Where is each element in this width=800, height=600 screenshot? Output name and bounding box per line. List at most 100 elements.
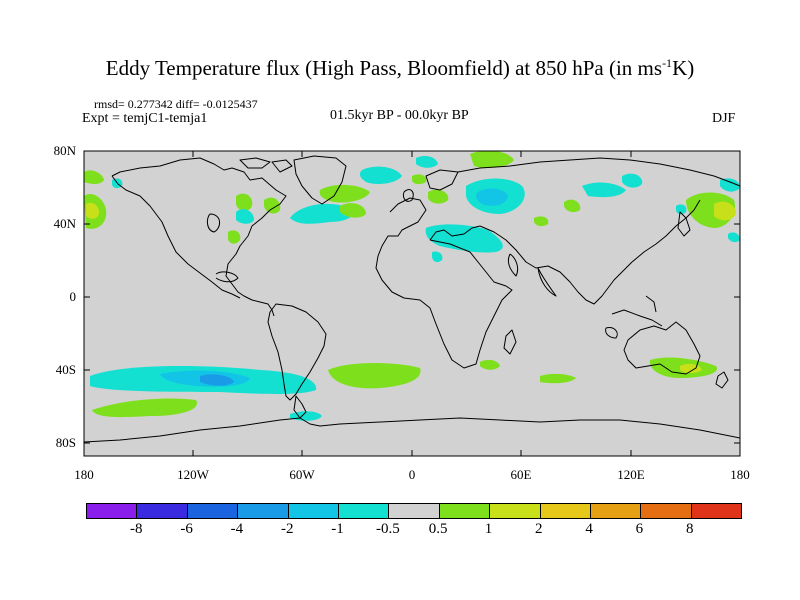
contour-russia-neg-core (475, 188, 508, 206)
contour-hudson-pos (236, 193, 253, 212)
contour-japan-neg (676, 204, 687, 215)
colorbar-box (137, 504, 188, 518)
colorbar-label: 2 (535, 521, 543, 537)
contour-iceland-pos (412, 174, 427, 185)
colorbar-box (87, 504, 138, 518)
coast-greenland (293, 155, 347, 205)
lat-tick-40n: 40N (53, 216, 76, 231)
coast-australia (623, 321, 701, 375)
coast-scandinavia (425, 169, 459, 191)
colorbar-box (490, 504, 541, 518)
lon-tick-180e: 180 (730, 467, 750, 482)
contour-barents-pos (470, 150, 514, 168)
contour-npac-pos-core (86, 202, 100, 219)
coast-north-america-west (111, 175, 241, 299)
colorbar (86, 503, 742, 519)
colorbar-label: 1 (484, 521, 493, 537)
coastlines (83, 155, 741, 443)
coast-philippines (645, 295, 657, 313)
contour-spac-neg-core2 (200, 374, 234, 386)
contour-alaska-pos (84, 170, 104, 184)
colorbar-box (641, 504, 692, 518)
colorbar-label: -8 (130, 521, 143, 537)
colorbar-box (439, 504, 491, 518)
lat-tick-80s: 80S (55, 435, 76, 450)
coast-new-zealand (715, 371, 729, 389)
lon-tick-0: 0 (408, 467, 416, 482)
coast-british-isles (403, 189, 414, 202)
coast-red-sea (507, 253, 519, 277)
contour-arctic-neg (416, 156, 438, 168)
colorbar-label: 6 (635, 521, 644, 537)
title-end: K) (672, 56, 695, 80)
colorbar-label: -4 (230, 521, 244, 537)
colorbar-box (238, 504, 289, 518)
colorbar-box (187, 504, 239, 518)
contour-siberia-neg (582, 182, 626, 198)
colorbar-label: -2 (280, 521, 294, 537)
coast-asia-south (479, 199, 701, 305)
coast-north-america-east (111, 157, 287, 317)
colorbar-box (540, 504, 591, 518)
coast-arctic-island-1 (239, 157, 271, 169)
lat-tick-0: 0 (69, 289, 77, 304)
contour-natl-pos (319, 184, 370, 203)
contour-ross-pos (92, 398, 197, 418)
experiment-label: Expt = temjC1-temja1 (82, 111, 208, 126)
coast-madagascar (503, 329, 517, 355)
axis-ticks (84, 150, 740, 456)
contour-scand-pos (428, 189, 449, 204)
contour-usa-pos (228, 230, 241, 244)
contour-natl-pos2 (340, 203, 366, 218)
colorbar-box (590, 504, 642, 518)
stats-label: rmsd= 0.277342 diff= -0.0125437 (94, 97, 258, 111)
lon-tick-60e: 60E (510, 467, 532, 482)
contour-npac-east-neg (720, 178, 740, 192)
lon-tick-60w: 60W (289, 467, 315, 482)
anomaly-contours (84, 150, 740, 421)
contour-siberia-neg2 (622, 173, 643, 188)
colorbar-box (389, 504, 440, 518)
coast-hudson-bay (206, 213, 220, 233)
contour-sind-pos2 (540, 373, 576, 384)
colorbar-box (691, 504, 742, 518)
contour-sind-pos (480, 359, 500, 370)
lat-tick-80n: 80N (53, 143, 76, 158)
coast-africa (375, 197, 513, 369)
coast-asia-north (457, 157, 741, 187)
coast-indonesia (611, 309, 663, 327)
colorbar-label: -6 (180, 521, 193, 537)
coast-japan (677, 211, 691, 237)
lon-tick-180w: 180 (74, 467, 94, 482)
coast-arctic-island-2 (271, 159, 293, 173)
coast-new-guinea (605, 327, 618, 339)
contour-natl-neg (290, 203, 354, 224)
contour-wpac-neg (728, 232, 740, 243)
coast-india (537, 267, 557, 297)
contour-mongolia-pos (564, 199, 581, 213)
coast-antarctic-peninsula (293, 395, 307, 419)
contour-sahara-neg (432, 251, 443, 263)
contour-labrador-pos (264, 197, 281, 214)
lon-tick-120e: 120E (617, 467, 645, 482)
period-label: 01.5kyr BP - 00.0kyr BP (330, 108, 469, 123)
title-text: Eddy Temperature flux (High Pass, Bloomf… (105, 56, 663, 80)
coast-mediterranean (429, 225, 481, 241)
contour-caspian-pos (534, 216, 549, 227)
coast-antarctica (83, 417, 741, 443)
colorbar-label: -1 (331, 521, 344, 537)
season-label: DJF (712, 111, 736, 126)
contour-greatlakes-neg (236, 209, 254, 224)
colorbar-label: -0.5 (375, 521, 400, 537)
lat-tick-40s: 40S (55, 362, 76, 377)
coast-gulf-mexico (215, 271, 239, 283)
colorbar-label: 4 (585, 521, 593, 537)
colorbar-label: 8 (685, 521, 694, 537)
coast-south-america (267, 303, 327, 401)
contour-greenland-neg (359, 166, 402, 184)
title-superscript: -1 (662, 56, 673, 70)
contour-satl-pos (328, 363, 421, 389)
contour-kamchatka-pos-core (714, 201, 736, 221)
plot-title: Eddy Temperature flux (High Pass, Bloomf… (0, 56, 800, 81)
contour-med-neg (425, 224, 503, 253)
